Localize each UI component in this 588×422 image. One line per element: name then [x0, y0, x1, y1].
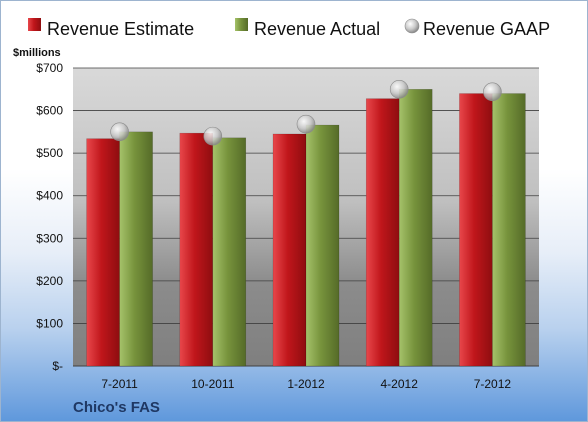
y-tick-label: $100	[36, 316, 63, 330]
marker-revenue-gaap	[203, 126, 223, 146]
x-tick-label: 1-2012	[287, 377, 325, 391]
legend-swatch-actual	[235, 18, 248, 31]
bar-revenue-estimate	[272, 133, 307, 367]
y-tick-label: $700	[36, 61, 63, 75]
marker-revenue-gaap	[110, 122, 129, 142]
x-tick-label: 7-2011	[101, 377, 138, 391]
marker-revenue-gaap	[389, 79, 409, 99]
x-tick-label: 4-2012	[381, 377, 419, 391]
marker-revenue-gaap	[296, 114, 316, 134]
x-tick-label: 10-2011	[191, 377, 234, 391]
legend-label-gaap: Revenue GAAP	[423, 19, 550, 39]
bar-revenue-estimate	[86, 138, 120, 367]
x-tick-label: 7-2012	[474, 377, 512, 391]
plot-area: $- $100 $200 $300 $400 $500 $600 $700 7-2011 10-2…	[36, 61, 539, 391]
bar-revenue-actual	[492, 93, 526, 367]
bar-revenue-actual	[119, 131, 153, 367]
y-tick-label: $400	[36, 189, 63, 203]
bar-revenue-estimate	[365, 98, 400, 367]
legend-label-actual: Revenue Actual	[254, 19, 380, 39]
bar-revenue-actual	[212, 137, 247, 367]
y-axis-unit-label: $millions	[13, 47, 61, 59]
company-name: Chico's FAS	[73, 399, 160, 416]
bar-revenue-estimate	[179, 132, 214, 367]
legend-marker-gaap	[404, 18, 420, 34]
legend-swatch-estimate	[28, 18, 41, 31]
y-tick-label: $-	[52, 359, 63, 373]
legend-label-estimate: Revenue Estimate	[47, 19, 194, 39]
legend: Revenue Estimate Revenue Actual Revenue …	[28, 18, 550, 39]
y-tick-label: $500	[36, 146, 63, 160]
y-tick-label: $300	[36, 231, 63, 245]
y-tick-label: $200	[36, 274, 63, 288]
marker-revenue-gaap	[483, 82, 502, 102]
bar-revenue-estimate	[459, 93, 493, 367]
y-tick-label: $600	[36, 104, 63, 118]
bar-revenue-actual	[398, 89, 433, 367]
bar-revenue-actual	[305, 124, 340, 367]
